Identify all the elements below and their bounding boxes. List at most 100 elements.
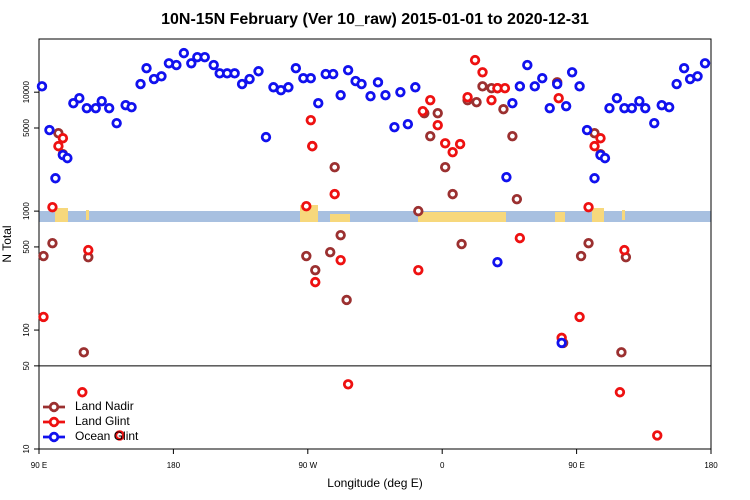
- point: [439, 162, 451, 173]
- legend-label: Land Nadir: [75, 399, 134, 413]
- map-land: [555, 212, 565, 222]
- point: [329, 188, 340, 200]
- legend-marker: [48, 416, 60, 428]
- point: [671, 78, 682, 90]
- point: [529, 81, 540, 92]
- point: [589, 173, 600, 184]
- point: [74, 93, 85, 104]
- series: [36, 47, 711, 349]
- y-axis-label: N Total: [0, 225, 14, 262]
- point: [574, 311, 585, 323]
- point: [616, 347, 627, 358]
- point: [290, 63, 302, 74]
- point: [432, 107, 443, 119]
- point: [583, 201, 594, 213]
- point: [329, 162, 340, 173]
- point: [425, 94, 436, 106]
- point: [171, 59, 182, 71]
- point: [57, 133, 69, 144]
- point: [38, 250, 49, 262]
- y-tick-label: 10: [22, 444, 31, 453]
- x-axis-label: Longitude (deg E): [327, 476, 422, 490]
- point: [604, 102, 615, 114]
- point: [244, 73, 255, 85]
- x-tick-label: 90 E: [568, 461, 584, 470]
- point: [310, 276, 321, 288]
- point: [236, 78, 248, 90]
- point: [447, 146, 458, 158]
- point: [486, 94, 497, 106]
- point: [553, 93, 564, 104]
- point: [186, 58, 197, 69]
- legend-label: Ocean Glint: [75, 429, 139, 443]
- point: [583, 237, 594, 249]
- map-land: [418, 212, 506, 222]
- point: [498, 104, 509, 115]
- point: [380, 89, 391, 101]
- point: [47, 201, 58, 213]
- point: [253, 66, 264, 77]
- point: [413, 205, 424, 217]
- map-land: [622, 210, 625, 220]
- map-land: [86, 210, 89, 220]
- point: [301, 250, 312, 262]
- point: [47, 237, 58, 249]
- point: [447, 188, 458, 200]
- point: [699, 58, 711, 69]
- point: [575, 250, 587, 262]
- point: [335, 254, 346, 266]
- x-tick-label: 180: [167, 461, 181, 470]
- y-tick-label: 5000: [22, 119, 31, 137]
- point: [156, 71, 167, 82]
- point: [335, 89, 346, 101]
- point: [522, 59, 533, 71]
- point: [678, 63, 690, 74]
- point: [77, 387, 88, 398]
- map-strip: [39, 205, 711, 222]
- point: [551, 78, 563, 90]
- point: [103, 102, 115, 114]
- point: [595, 133, 606, 144]
- point: [229, 68, 240, 79]
- point: [425, 130, 436, 142]
- point: [477, 67, 488, 78]
- point: [307, 140, 318, 152]
- plot-frame: [38, 38, 712, 450]
- x-tick-label: 90 E: [31, 461, 47, 470]
- point: [325, 246, 336, 258]
- map-land: [330, 214, 350, 222]
- point: [537, 73, 548, 84]
- point: [614, 387, 626, 398]
- point: [83, 244, 94, 256]
- point: [640, 102, 651, 114]
- point: [634, 95, 645, 107]
- point: [81, 102, 92, 114]
- point: [305, 114, 316, 126]
- point: [356, 78, 367, 90]
- point: [111, 117, 122, 129]
- point: [50, 173, 61, 184]
- point: [62, 152, 73, 164]
- point: [372, 77, 384, 88]
- point: [462, 91, 473, 103]
- point: [417, 106, 428, 117]
- point: [44, 124, 55, 136]
- legend-marker: [48, 401, 60, 413]
- point: [514, 232, 526, 244]
- point: [178, 47, 190, 59]
- map-land: [55, 208, 68, 222]
- point: [410, 82, 421, 93]
- point: [141, 63, 152, 74]
- point: [663, 101, 675, 113]
- y-tick-label: 100: [22, 323, 31, 337]
- point: [78, 347, 89, 358]
- point: [342, 65, 354, 76]
- point: [305, 73, 316, 84]
- point: [365, 91, 376, 102]
- point: [389, 121, 400, 133]
- point: [692, 71, 703, 82]
- y-tick-label: 500: [22, 240, 31, 254]
- series: [38, 54, 663, 441]
- point: [514, 81, 526, 92]
- point: [313, 97, 324, 109]
